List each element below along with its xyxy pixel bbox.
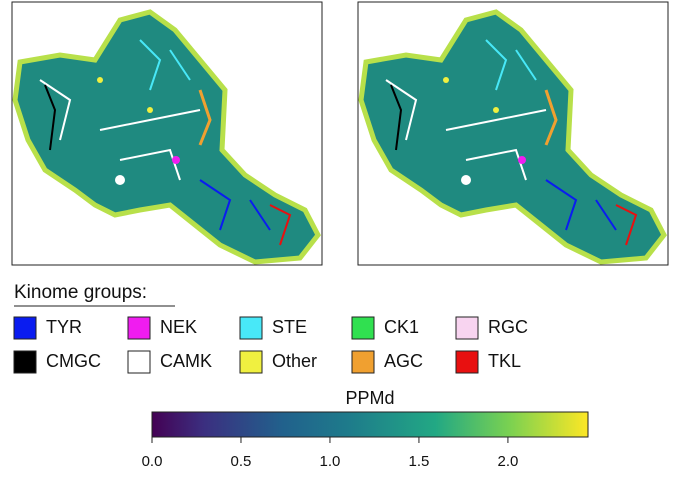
tick-label: 1.0 xyxy=(320,453,341,470)
legend-label: NEK xyxy=(160,317,197,337)
legend-title: Kinome groups: xyxy=(14,282,147,303)
legend-swatch xyxy=(239,350,263,374)
tick-label: 0.0 xyxy=(142,453,163,470)
legend-label: CAMK xyxy=(160,351,212,371)
legend-swatch xyxy=(455,316,479,340)
legend-swatch xyxy=(127,350,151,374)
tick-label: 0.5 xyxy=(231,453,252,470)
legend-label: Other xyxy=(272,351,317,371)
legend-swatch xyxy=(455,350,479,374)
panel-left xyxy=(11,1,323,266)
legend-swatch xyxy=(351,350,375,374)
legend-swatch xyxy=(127,316,151,340)
tick-label: 2.0 xyxy=(497,453,518,470)
tick-label: 1.5 xyxy=(409,453,430,470)
legend-label: CMGC xyxy=(46,351,101,371)
colorbar xyxy=(151,411,589,438)
legend-swatch xyxy=(239,316,263,340)
legend-swatch xyxy=(13,316,37,340)
legend-label: TKL xyxy=(488,351,521,371)
legend-label: CK1 xyxy=(384,317,419,337)
legend-label: RGC xyxy=(488,317,528,337)
legend-label: TYR xyxy=(46,317,82,337)
legend-label: AGC xyxy=(384,351,423,371)
legend-swatch xyxy=(13,350,37,374)
colorbar-ticks: 0.0 0.5 1.0 1.5 2.0 xyxy=(142,437,518,470)
legend-swatch xyxy=(351,316,375,340)
panel-right xyxy=(357,1,669,266)
legend-label: STE xyxy=(272,317,307,337)
legend: TYR NEK STE CK1 RGC CMGC CAMK Other AGC TKL xyxy=(13,316,528,374)
colorbar-label: PPMd xyxy=(345,388,394,408)
